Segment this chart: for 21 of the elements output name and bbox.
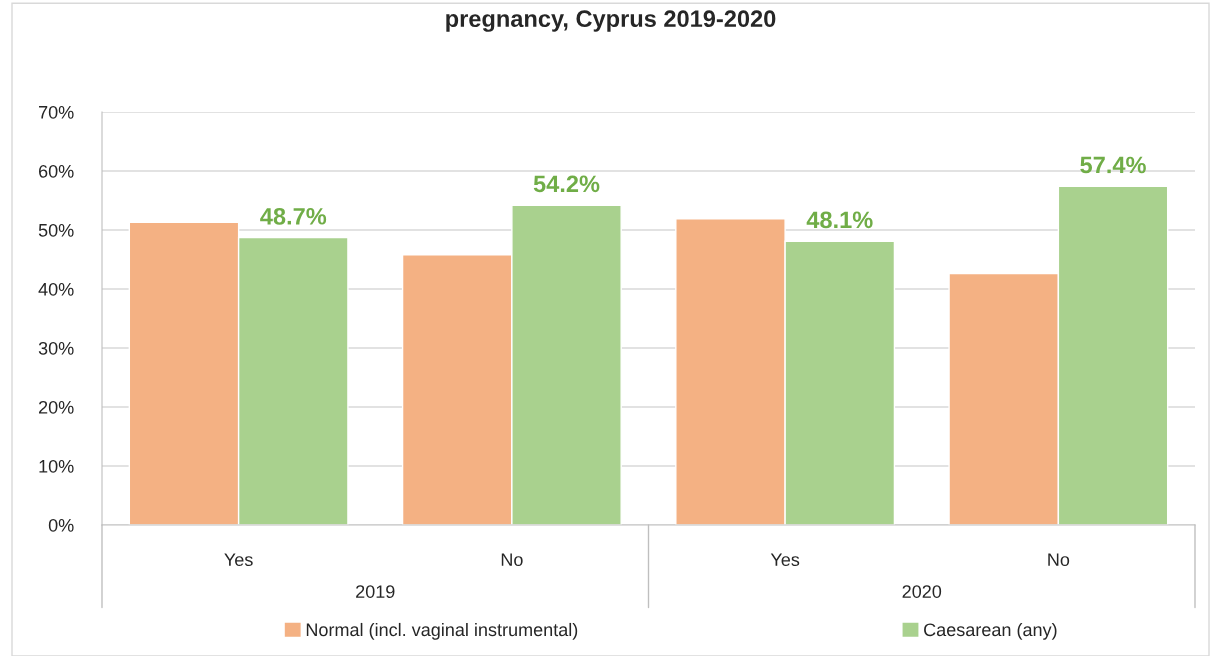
x-tick-label: No: [1048, 553, 1070, 567]
data-label: 54.2%: [533, 175, 600, 193]
legend-label: Caesarean (any): [924, 622, 1057, 640]
data-label: 48.7%: [260, 207, 327, 225]
x-tick-label: Yes: [770, 553, 800, 567]
y-tick-label: 70%: [39, 105, 74, 119]
data-label: 57.4%: [1080, 156, 1146, 174]
y-tick-label: 40%: [38, 282, 74, 296]
y-tick-label: 0%: [48, 518, 74, 532]
data-label: 48.1%: [806, 211, 873, 229]
x-tick-label: No: [501, 553, 523, 567]
y-tick-label: 60%: [39, 164, 74, 178]
y-tick-label: 50%: [38, 223, 74, 237]
y-tick-label: 30%: [38, 341, 74, 355]
chart-title: pregnancy, Cyprus 2019-2020: [446, 10, 776, 32]
text: 2020: [902, 585, 942, 598]
y-tick-label: 10%: [39, 459, 74, 473]
x-tick-label: Yes: [224, 553, 253, 567]
text: 2019: [356, 585, 395, 598]
legend-label: Normal (incl. vaginal instrumental): [306, 622, 578, 640]
y-tick-label: 20%: [38, 400, 74, 414]
